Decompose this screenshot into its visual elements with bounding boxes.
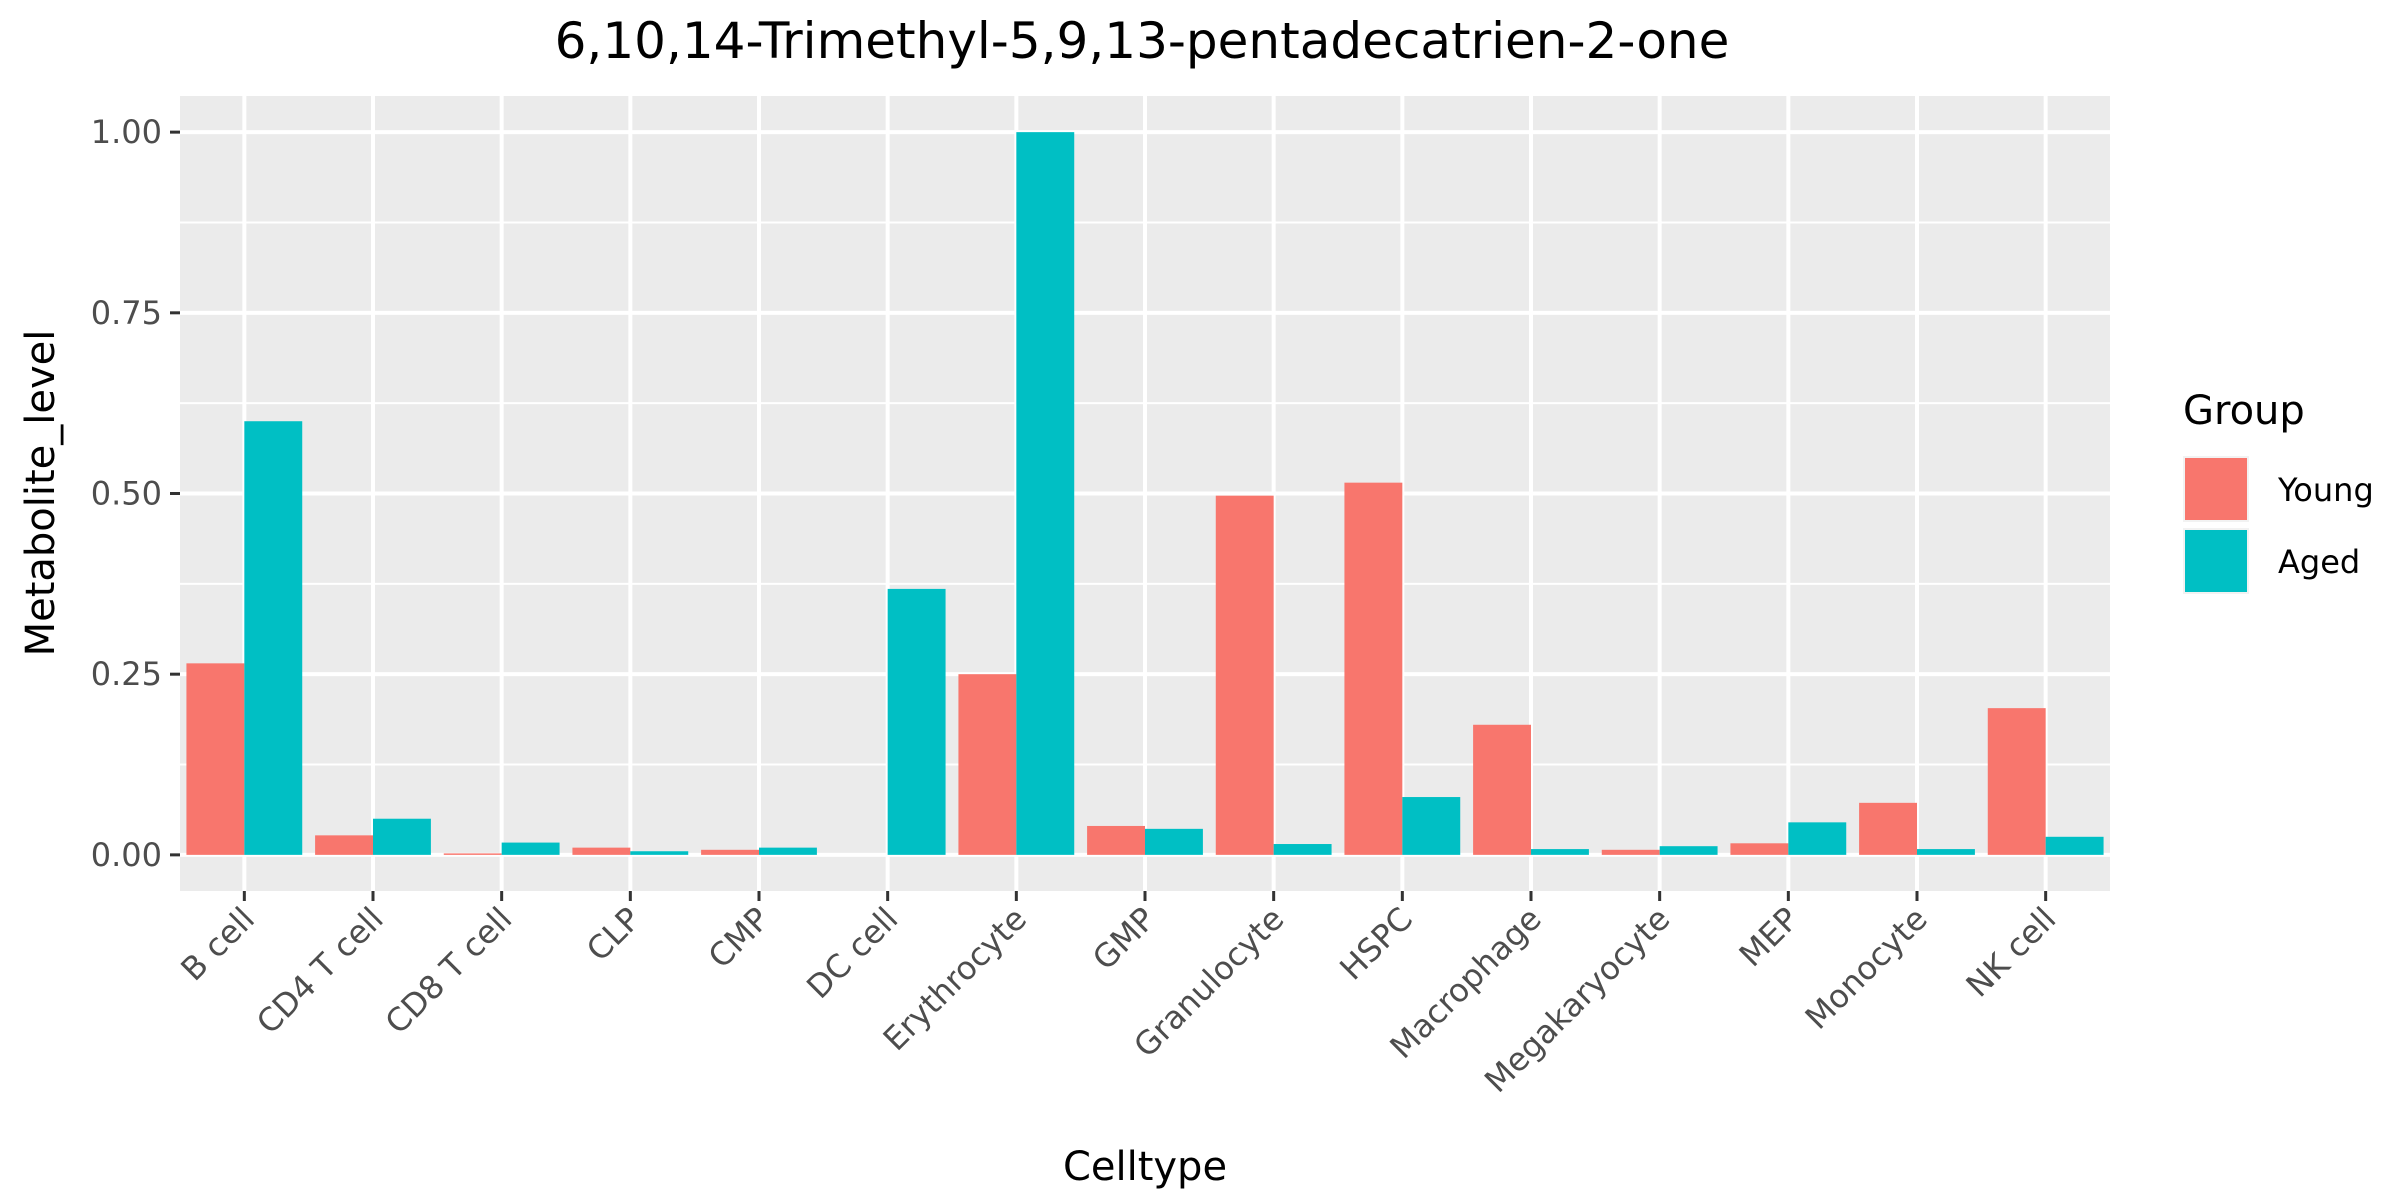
bar-young-cd4-t-cell <box>315 835 373 855</box>
y-tick-label: 0.75 <box>91 294 162 332</box>
bar-aged-mep <box>1788 822 1847 855</box>
y-tick-label: 0.00 <box>91 836 162 874</box>
y-axis-title: Metabolite_level <box>18 330 64 657</box>
bars <box>186 132 2104 855</box>
bar-aged-megakaryocyte <box>1659 846 1718 855</box>
bar-young-megakaryocyte <box>1601 849 1660 855</box>
x-tick-label: GMP <box>1085 900 1163 978</box>
bar-young-b-cell <box>186 663 245 855</box>
legend-swatch-young <box>2185 458 2247 520</box>
legend-swatch-aged <box>2185 530 2247 592</box>
legend: Group Young Aged <box>2183 388 2374 594</box>
bar-aged-gmp <box>1145 828 1203 855</box>
x-tick-label: CD4 T cell <box>249 900 391 1042</box>
bar-young-hspc <box>1344 482 1403 855</box>
x-axis-title: Celltype <box>1063 1144 1227 1190</box>
bar-aged-clp <box>630 851 689 855</box>
legend-label-young: Young <box>2277 471 2374 509</box>
y-tick-label: 1.00 <box>91 113 162 151</box>
x-tick-label: DC cell <box>799 900 905 1006</box>
x-tick-label: CD8 T cell <box>378 900 520 1042</box>
bar-young-monocyte <box>1859 802 1917 855</box>
chart-title: 6,10,14-Trimethyl-5,9,13-pentadecatrien-… <box>555 12 1730 70</box>
bar-young-gmp <box>1087 825 1145 855</box>
bar-aged-macrophage <box>1531 849 1589 855</box>
bar-aged-monocyte <box>1917 849 1975 855</box>
bar-aged-cmp <box>759 847 817 855</box>
x-tick-label: NK cell <box>1959 900 2064 1005</box>
bar-aged-b-cell <box>244 421 303 855</box>
x-tick-label: CMP <box>701 900 777 976</box>
legend-label-aged: Aged <box>2278 543 2360 581</box>
bar-young-erythrocyte <box>958 674 1017 855</box>
bar-aged-dc-cell <box>887 588 946 855</box>
bar-aged-cd8-t-cell <box>501 842 560 855</box>
legend-title: Group <box>2183 388 2305 434</box>
bar-young-macrophage <box>1473 724 1531 855</box>
x-tick-label: Monocyte <box>1798 900 1935 1037</box>
bar-aged-erythrocyte <box>1016 132 1075 855</box>
bar-aged-nk-cell <box>2045 836 2104 855</box>
bar-young-nk-cell <box>1987 708 2046 855</box>
y-tick-label: 0.50 <box>91 475 162 513</box>
x-tick-label: HSPC <box>1332 900 1420 988</box>
bar-aged-hspc <box>1402 797 1461 855</box>
x-tick-label: MEP <box>1732 900 1806 974</box>
bar-young-clp <box>572 847 631 855</box>
x-tick-label: CLP <box>579 900 648 969</box>
bar-aged-cd4-t-cell <box>373 818 431 855</box>
y-axis: 0.00 0.25 0.50 0.75 1.00 <box>91 113 180 874</box>
bar-young-cmp <box>701 849 759 855</box>
y-tick-label: 0.25 <box>91 655 162 693</box>
bar-aged-granulocyte <box>1273 844 1332 855</box>
bar-young-mep <box>1730 843 1789 855</box>
bar-young-cd8-t-cell <box>443 853 502 855</box>
x-tick-label: B cell <box>173 900 262 989</box>
bar-young-granulocyte <box>1215 495 1274 855</box>
